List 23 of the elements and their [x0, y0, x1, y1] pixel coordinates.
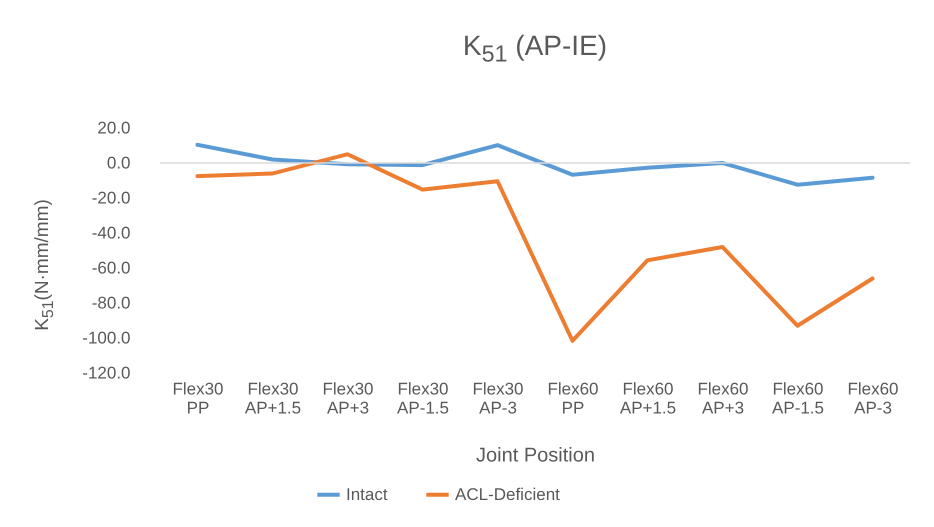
x-tick-label: Flex60 AP-1.5: [772, 380, 824, 418]
y-tick-label: -120.0: [82, 364, 130, 382]
y-tick-label: 0.0: [106, 154, 130, 172]
x-tick-label: Flex30 PP: [172, 380, 224, 418]
y-tick-label: -20.0: [92, 188, 130, 208]
x-tick-label: Flex30 AP+3: [322, 380, 374, 418]
y-tick-label: -100.0: [82, 328, 130, 348]
x-tick-label: Flex30 AP-3: [472, 380, 524, 418]
line-series: [196, 152, 874, 343]
x-tick-label: Flex60 AP+3: [697, 380, 749, 418]
legend-label: ACL-Deficient: [455, 484, 560, 504]
x-tick-label: Flex60 PP: [547, 380, 599, 418]
chart-title: K$_{51}$ (AP-IE): [462, 30, 608, 68]
legend-label: Intact: [346, 484, 388, 504]
x-tick-label: Flex60 AP+1.5: [620, 380, 676, 418]
x-tick-label: Flex60 AP-3: [847, 380, 899, 418]
y-tick-label: -80.0: [92, 294, 130, 312]
y-tick-label: -60.0: [92, 258, 130, 278]
y-tick-label: -40.0: [92, 224, 130, 242]
x-tick-label: Flex30 AP+1.5: [244, 380, 302, 418]
x-tick-label: Flex30 AP-1.5: [397, 380, 449, 418]
y-tick-label: 20.0: [97, 118, 130, 138]
x-axis-title: Joint Position: [476, 444, 595, 466]
